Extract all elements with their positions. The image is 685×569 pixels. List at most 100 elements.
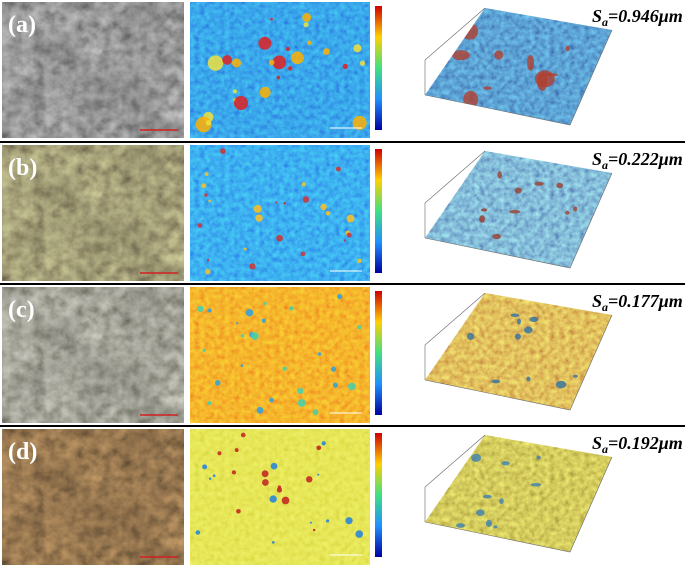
height-spot	[261, 318, 267, 323]
sa-value: =0.946μm	[608, 6, 683, 26]
height-spot	[232, 89, 238, 94]
surface-peak	[494, 50, 504, 60]
surface-peak	[530, 482, 542, 487]
height-spot	[255, 214, 263, 222]
surface-peak	[555, 380, 567, 389]
height-spot	[353, 44, 362, 53]
height-spot	[282, 366, 287, 371]
surface-peak	[526, 376, 531, 382]
surface-texture	[425, 8, 612, 125]
surface-3d	[425, 8, 612, 125]
height-spot	[240, 334, 245, 338]
panel-label: (b)	[8, 155, 37, 181]
height-spot	[343, 239, 347, 242]
height-spot	[348, 382, 356, 391]
surface-peak	[466, 332, 475, 340]
color-bar	[375, 6, 382, 130]
height-spot	[356, 325, 362, 330]
surface-peak	[536, 455, 541, 460]
height-spot	[330, 366, 337, 372]
surface-peak	[480, 208, 488, 212]
height-spot	[302, 196, 310, 203]
surface-peak	[523, 326, 533, 334]
height-spot	[270, 17, 273, 21]
sa-value: =0.192μm	[608, 433, 683, 453]
surface-peak	[482, 494, 492, 499]
height-spot	[208, 477, 212, 480]
surface-peak	[493, 525, 498, 529]
height-spot	[289, 306, 294, 311]
surface-axes	[424, 456, 613, 553]
surface-axes	[424, 292, 486, 380]
height-spot	[309, 521, 312, 524]
height-spot	[207, 308, 212, 313]
height-spot	[291, 51, 304, 65]
height-spot	[346, 232, 352, 238]
roughness-value: Sa=0.222μm	[592, 149, 683, 172]
height-spot	[337, 293, 343, 300]
height-spot	[288, 66, 293, 71]
surface-axes	[424, 7, 486, 95]
surface-peak	[510, 313, 520, 318]
height-spot	[320, 203, 327, 211]
height-spot	[283, 201, 287, 205]
surface-peak	[492, 233, 502, 240]
height-spot	[217, 451, 222, 456]
height-spot	[322, 48, 330, 56]
roughness-value: Sa=0.192μm	[592, 433, 683, 456]
surface-axes	[424, 314, 613, 411]
height-spot	[321, 441, 326, 446]
height-spot	[342, 63, 348, 70]
height-spot	[281, 496, 290, 505]
height-spot	[326, 519, 330, 523]
height-spot	[197, 305, 204, 312]
height-spot	[312, 409, 319, 416]
sa-symbol: S	[592, 433, 602, 453]
surface-peak	[483, 86, 492, 90]
panel-row: (c) Sa=0.177μm	[0, 283, 685, 423]
height-spot	[345, 517, 353, 525]
surface-peak	[497, 171, 502, 179]
height-spot	[208, 199, 212, 203]
surface-texture	[425, 151, 612, 268]
micrograph-shade	[2, 429, 184, 565]
height-spot	[201, 183, 207, 189]
height-spot	[197, 223, 203, 228]
height-spot	[302, 13, 312, 22]
surface-texture	[425, 435, 612, 552]
height-spot	[207, 401, 212, 406]
surface-3d	[425, 435, 612, 552]
height-spot	[325, 210, 331, 216]
height-spot	[276, 487, 283, 493]
surface-peak	[499, 498, 504, 504]
panel-label: (c)	[8, 297, 35, 323]
height-spot	[272, 55, 287, 70]
height-spot	[263, 302, 267, 306]
surface-axes	[424, 150, 486, 238]
height-spot	[234, 448, 239, 453]
height-spot	[240, 432, 246, 438]
height-spot	[202, 464, 208, 470]
surface-peak	[461, 23, 479, 40]
height-spot	[303, 22, 309, 28]
height-spot	[245, 308, 254, 317]
height-spot	[258, 36, 272, 50]
height-spot	[215, 380, 221, 386]
height-spot	[261, 470, 269, 478]
height-spot	[243, 247, 247, 251]
height-spot	[270, 462, 278, 470]
surface-peak	[526, 54, 535, 71]
micrograph-shade	[2, 2, 184, 138]
height-spot	[220, 148, 226, 154]
surface-peak	[471, 453, 482, 462]
surface-peak	[476, 509, 485, 516]
height-spot	[276, 234, 283, 242]
height-spot	[332, 382, 339, 388]
surface-peak	[529, 316, 539, 323]
height-spot	[357, 258, 362, 264]
micrograph-shade	[2, 287, 184, 423]
surface-axes	[424, 172, 613, 269]
surface-peak	[556, 182, 564, 189]
height-map-texture	[190, 287, 370, 423]
